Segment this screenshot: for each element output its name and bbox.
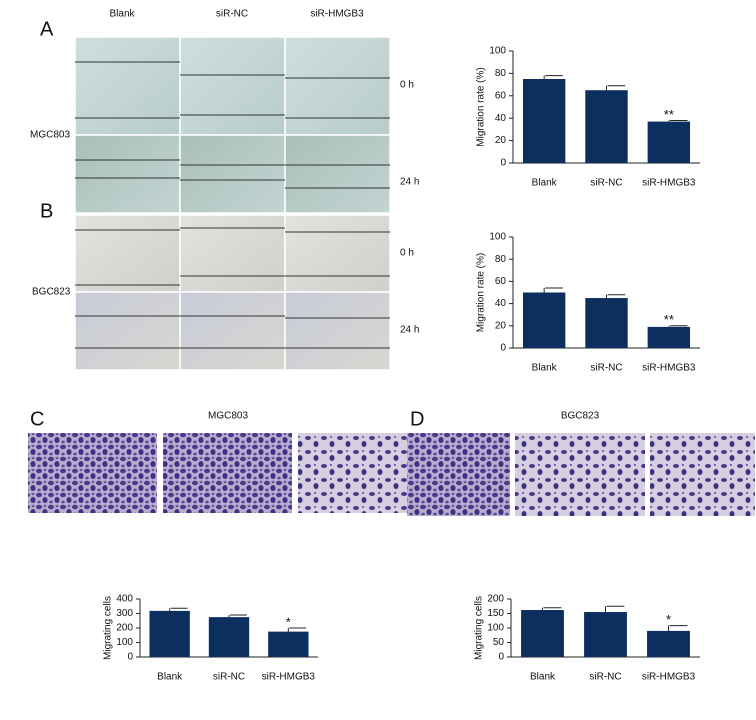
transwell-title: BGC823 (561, 411, 600, 422)
y-tick-label: 60 (495, 90, 507, 101)
bar (584, 612, 627, 657)
y-tick-label: 100 (489, 232, 506, 243)
y-tick-label: 0 (500, 158, 506, 169)
transwell-images (28, 433, 755, 516)
time-label: 24 h (400, 177, 419, 188)
x-tick-label: siR-HMGB3 (642, 178, 696, 189)
significance: ** (664, 107, 674, 122)
condition-label: Blank (109, 9, 135, 20)
x-tick-label: siR-NC (589, 672, 621, 683)
bar (585, 90, 628, 163)
x-tick-label: Blank (532, 363, 558, 374)
y-tick-label: 0 (498, 652, 504, 663)
bar (647, 326, 691, 348)
x-tick-label: siR-NC (590, 178, 622, 189)
x-tick-label: siR-HMGB3 (642, 672, 696, 683)
x-tick-label: Blank (532, 178, 558, 189)
significance: * (286, 614, 291, 629)
x-tick-label: Blank (530, 672, 556, 683)
panel-label: A (40, 18, 54, 40)
bar (521, 610, 564, 657)
x-tick-label: siR-NC (590, 363, 622, 374)
cell-line-label: BGC823 (32, 287, 71, 298)
panel-label: B (40, 200, 53, 222)
y-axis-label: Migration rate (%) (476, 253, 487, 332)
y-tick-label: 100 (116, 637, 133, 648)
x-tick-label: siR-HMGB3 (642, 363, 696, 374)
y-tick-label: 20 (495, 135, 507, 146)
y-tick-label: 40 (495, 113, 507, 124)
bar (647, 121, 691, 163)
y-tick-label: 80 (495, 254, 507, 265)
y-tick-label: 300 (116, 608, 133, 619)
time-label: 0 h (400, 248, 414, 259)
y-axis-label: Migrating cells (474, 596, 485, 660)
bar (268, 631, 309, 657)
y-tick-label: 0 (127, 652, 133, 663)
panel-label: C (30, 408, 44, 430)
y-tick-label: 150 (487, 608, 504, 619)
y-tick-label: 80 (495, 68, 507, 79)
x-tick-label: siR-NC (213, 672, 245, 683)
cell-line-label: MGC803 (30, 130, 70, 141)
condition-label: siR-HMGB3 (310, 9, 364, 20)
y-tick-label: 50 (493, 637, 505, 648)
bar (149, 610, 190, 657)
panel-label: D (410, 408, 424, 430)
bar (208, 617, 250, 657)
significance: ** (664, 312, 674, 327)
y-tick-label: 20 (495, 320, 507, 331)
time-label: 24 h (400, 325, 419, 336)
condition-label: siR-NC (216, 9, 248, 20)
wound-lines (75, 61, 390, 349)
y-tick-label: 40 (495, 298, 507, 309)
y-tick-label: 400 (116, 594, 133, 605)
bar (647, 630, 690, 657)
y-axis-label: Migration rate (%) (476, 67, 487, 146)
x-tick-label: Blank (157, 672, 183, 683)
time-label: 0 h (400, 80, 414, 91)
y-tick-label: 200 (487, 594, 504, 605)
y-tick-label: 200 (116, 623, 133, 634)
y-tick-label: 60 (495, 276, 507, 287)
wound-images (74, 36, 391, 371)
y-tick-label: 100 (489, 46, 506, 57)
bar (585, 298, 628, 348)
y-axis-label: Migrating cells (103, 596, 114, 660)
y-tick-label: 100 (487, 623, 504, 634)
bar (522, 292, 566, 348)
y-tick-label: 0 (500, 343, 506, 354)
transwell-title: MGC803 (208, 411, 248, 422)
x-tick-label: siR-HMGB3 (262, 672, 316, 683)
bar (522, 79, 566, 163)
significance: * (666, 612, 671, 627)
